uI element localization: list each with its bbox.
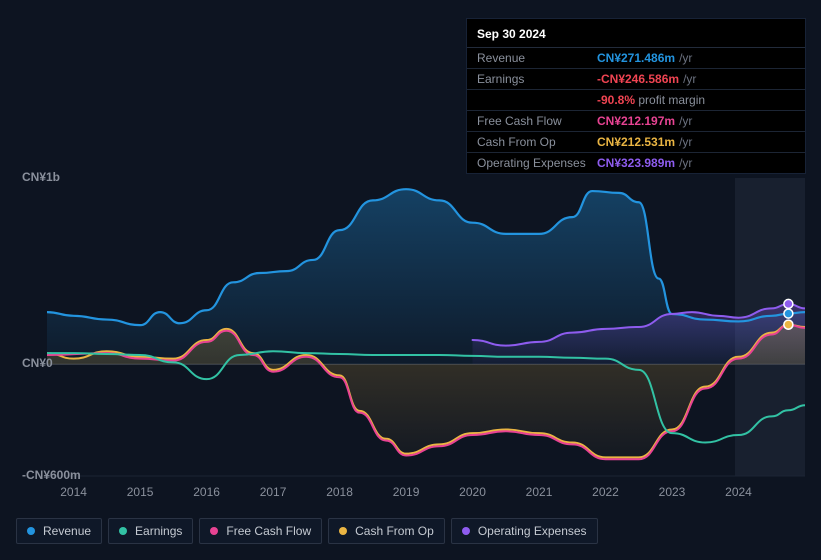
x-tick-label: 2018	[326, 485, 353, 499]
y-tick-label: -CN¥600m	[22, 468, 81, 482]
legend-label: Operating Expenses	[478, 524, 587, 538]
legend-item-fcf[interactable]: Free Cash Flow	[199, 518, 322, 544]
legend-dot	[119, 527, 127, 535]
legend-item-earnings[interactable]: Earnings	[108, 518, 193, 544]
legend-dot	[27, 527, 35, 535]
legend-item-revenue[interactable]: Revenue	[16, 518, 102, 544]
legend-dot	[339, 527, 347, 535]
legend-label: Revenue	[43, 524, 91, 538]
chart-legend: Revenue Earnings Free Cash Flow Cash From O…	[16, 518, 598, 544]
financial-chart[interactable]	[0, 0, 821, 560]
x-tick-label: 2015	[127, 485, 154, 499]
y-tick-label: CN¥0	[22, 356, 53, 370]
x-tick-label: 2021	[526, 485, 553, 499]
legend-item-opex[interactable]: Operating Expenses	[451, 518, 598, 544]
legend-item-cfo[interactable]: Cash From Op	[328, 518, 445, 544]
x-tick-label: 2024	[725, 485, 752, 499]
x-tick-label: 2014	[60, 485, 87, 499]
x-tick-label: 2017	[260, 485, 287, 499]
x-tick-label: 2016	[193, 485, 220, 499]
legend-label: Free Cash Flow	[226, 524, 311, 538]
legend-label: Earnings	[135, 524, 182, 538]
legend-dot	[210, 527, 218, 535]
legend-label: Cash From Op	[355, 524, 434, 538]
x-tick-label: 2019	[393, 485, 420, 499]
x-tick-label: 2022	[592, 485, 619, 499]
y-tick-label: CN¥1b	[22, 170, 60, 184]
x-tick-label: 2023	[659, 485, 686, 499]
legend-dot	[462, 527, 470, 535]
x-tick-label: 2020	[459, 485, 486, 499]
